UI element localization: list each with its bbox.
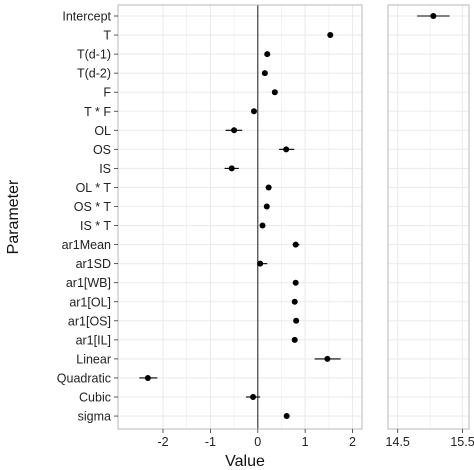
x-tick-label-intercept: 14.5 <box>386 435 410 449</box>
x-tick-label-main: -2 <box>157 435 168 449</box>
x-tick-label-main: -1 <box>205 435 216 449</box>
data-point <box>228 165 235 172</box>
parameter-label: OS <box>93 143 111 157</box>
parameter-label: sigma <box>78 410 111 424</box>
data-point <box>250 108 257 115</box>
panel-background-main <box>118 5 362 429</box>
data-point <box>291 336 298 343</box>
parameter-label: ar1Mean <box>62 238 111 252</box>
parameter-label: ar1[OS] <box>68 314 111 328</box>
x-axis-title: Value <box>225 453 265 470</box>
data-point <box>259 222 266 229</box>
x-tick-label-main: 0 <box>254 435 261 449</box>
parameter-label: T * F <box>84 105 111 119</box>
parameter-label: ar1[IL] <box>76 333 111 347</box>
parameter-label: IS <box>99 162 111 176</box>
data-point <box>327 32 334 39</box>
data-point <box>261 70 268 77</box>
x-tick-label-main: 2 <box>349 435 356 449</box>
panel-frame-main <box>117 4 363 430</box>
data-point <box>144 374 151 381</box>
data-point <box>263 203 270 210</box>
parameter-label: ar1SD <box>76 257 111 271</box>
data-point <box>292 279 299 286</box>
parameter-label: OS * T <box>74 200 112 214</box>
data-point <box>291 298 298 305</box>
data-point <box>257 260 264 267</box>
x-tick-label-intercept: 15.5 <box>450 435 474 449</box>
panel-frame-intercept <box>387 4 470 430</box>
parameter-label: ar1[OL] <box>69 295 111 309</box>
parameter-label: OL * T <box>76 181 112 195</box>
data-point <box>265 184 272 191</box>
y-axis-title: Parameter <box>5 179 22 254</box>
data-point <box>271 89 278 96</box>
x-tick-label-main: 1 <box>302 435 309 449</box>
parameter-label: T <box>103 29 111 43</box>
data-point <box>324 355 331 362</box>
data-point <box>283 146 290 153</box>
parameter-label: OL <box>94 124 111 138</box>
parameter-label: Linear <box>76 352 111 366</box>
parameter-label: T(d-1) <box>77 48 111 62</box>
data-point <box>430 13 437 19</box>
parameter-label: IS * T <box>80 219 111 233</box>
data-point <box>292 241 299 248</box>
data-point <box>250 394 257 400</box>
panel-background-intercept <box>388 5 469 429</box>
data-point <box>231 127 238 134</box>
parameter-label: Quadratic <box>57 371 111 385</box>
data-point <box>293 317 300 324</box>
data-point <box>264 51 271 58</box>
parameter-label: ar1[WB] <box>66 276 111 290</box>
parameter-label: F <box>103 86 111 100</box>
parameter-label: Intercept <box>62 10 111 24</box>
parameter-label: T(d-2) <box>77 67 111 81</box>
parameter-label: Cubic <box>79 391 111 405</box>
data-point <box>283 413 290 420</box>
